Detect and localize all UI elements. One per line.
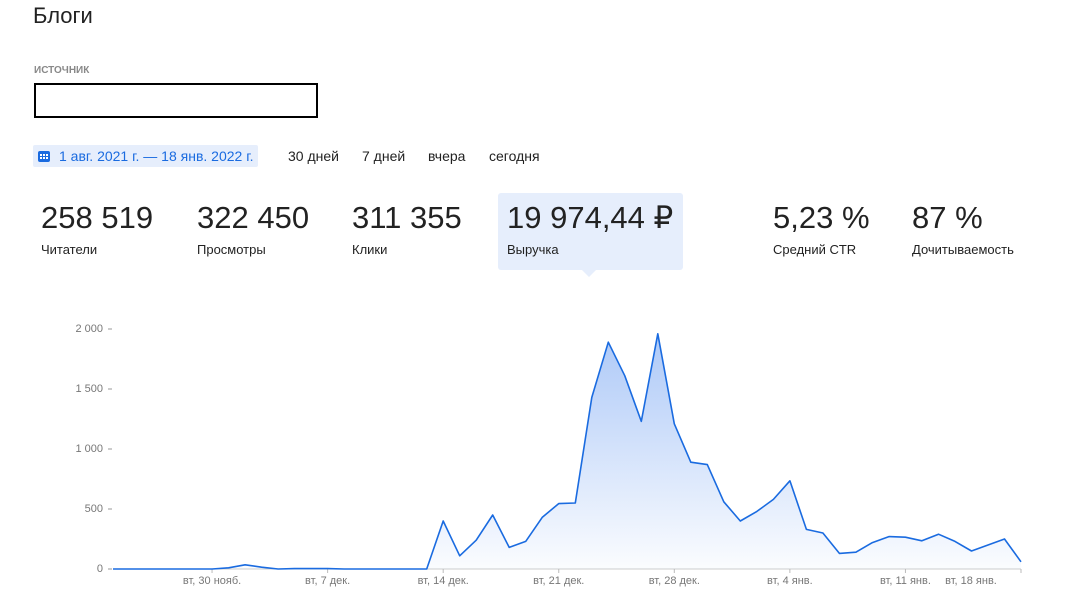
y-tick-label: 1 500 — [75, 383, 103, 395]
metric[interactable]: 322 450 Просмотры — [197, 200, 309, 257]
metric-label: Читатели — [41, 242, 98, 257]
metric-label: Дочитываемость — [912, 242, 1014, 257]
metric-label: Средний CTR — [773, 242, 857, 257]
x-tick-label: вт, 18 янв. — [945, 575, 997, 587]
date-range[interactable]: 1 авг. 2021 г. — 18 янв. 2022 г. — [33, 145, 258, 167]
period-link[interactable]: вчера — [428, 148, 466, 164]
metric-value: 311 355 — [352, 200, 462, 235]
metric-value: 322 450 — [197, 200, 310, 235]
metric[interactable]: 19 974,44 ₽ Выручка — [507, 200, 673, 257]
metric-value: 5,23 % — [773, 200, 870, 235]
x-tick-label: вт, 7 дек. — [305, 575, 350, 587]
metric[interactable]: 5,23 % Средний CTR — [773, 200, 870, 257]
filter-label: ИСТОЧНИК — [34, 65, 90, 76]
y-tick-label: 1 000 — [75, 443, 103, 455]
metric-label: Выручка — [507, 242, 559, 257]
metric[interactable]: 258 519 Читатели — [41, 200, 153, 257]
x-tick-label: вт, 11 янв. — [880, 575, 931, 587]
filter-input[interactable] — [34, 83, 318, 118]
y-tick-label: 500 — [85, 503, 103, 515]
x-tick-label: вт, 21 дек. — [533, 575, 584, 587]
metric-value: 258 519 — [41, 200, 154, 235]
metric[interactable]: 311 355 Клики — [352, 200, 462, 257]
page-title: Блоги — [33, 3, 93, 28]
metric-value: 87 % — [912, 200, 983, 235]
selected-metric-pointer — [582, 270, 596, 277]
area — [113, 333, 1021, 569]
selected-metric-bg — [498, 193, 683, 270]
metric[interactable]: 87 % Дочитываемость — [912, 200, 1014, 257]
metric-value: 19 974,44 ₽ — [507, 200, 674, 235]
y-tick-label: 2 000 — [75, 323, 103, 335]
x-tick-label: вт, 30 нояб. — [183, 575, 241, 587]
y-tick-label: 0 — [97, 563, 103, 575]
date-range-text: 1 авг. 2021 г. — 18 янв. 2022 г. — [59, 148, 254, 164]
period-link[interactable]: 7 дней — [362, 148, 406, 164]
period-link[interactable]: сегодня — [489, 148, 540, 164]
metric-label: Просмотры — [197, 242, 266, 257]
x-tick-label: вт, 4 янв. — [767, 575, 813, 587]
calendar-icon — [38, 151, 50, 162]
x-tick-label: вт, 28 дек. — [649, 575, 700, 587]
period-link[interactable]: 30 дней — [288, 148, 339, 164]
x-tick-label: вт, 14 дек. — [418, 575, 469, 587]
metric-label: Клики — [352, 242, 388, 257]
line — [113, 333, 1022, 570]
